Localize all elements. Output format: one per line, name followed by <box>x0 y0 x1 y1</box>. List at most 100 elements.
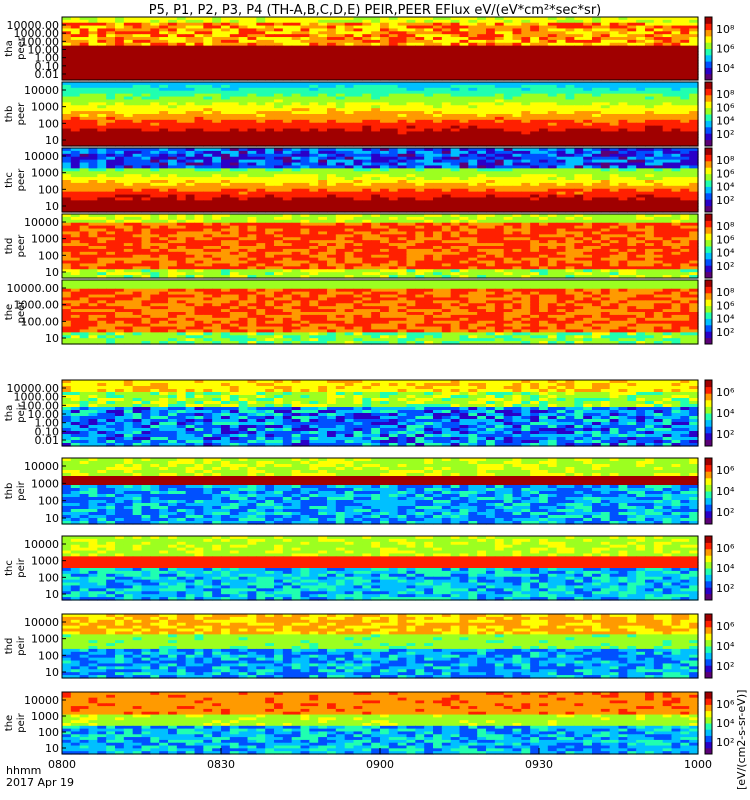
spectrogram-cell <box>371 31 381 35</box>
spectrogram-cell <box>653 84 664 89</box>
spectrogram-cell <box>486 54 496 58</box>
spectrogram-cell <box>388 34 399 38</box>
spectrogram-cell <box>115 34 125 38</box>
spectrogram-cell <box>459 48 469 52</box>
spectrogram-cell <box>238 74 249 78</box>
spectrogram-cell <box>653 39 664 44</box>
spectrogram-cell <box>450 102 461 106</box>
spectrogram-cell <box>450 37 461 41</box>
spectrogram-cell <box>424 37 434 41</box>
spectrogram-cell <box>150 19 160 24</box>
spectrogram-cell <box>662 82 673 86</box>
spectrogram-cell <box>309 99 319 103</box>
spectrogram-cell <box>477 59 487 64</box>
spectrogram-cell <box>194 28 204 32</box>
spectrogram-cell <box>565 65 575 70</box>
spectrogram-cell <box>318 17 328 21</box>
spectrogram-cell <box>229 37 240 41</box>
spectrogram-cell <box>115 54 125 58</box>
spectrogram-cell <box>309 45 319 50</box>
spectrogram-cell <box>477 28 487 32</box>
spectrogram-cell <box>256 84 266 89</box>
spectrogram-cell <box>539 93 549 98</box>
spectrogram-cell <box>680 77 690 81</box>
spectrogram-cell <box>62 96 72 101</box>
spectrogram-cell <box>653 82 664 86</box>
spectrogram-cell <box>380 62 390 67</box>
spectrogram-cell <box>362 90 372 95</box>
spectrogram-cell <box>168 74 178 78</box>
spectrogram-cell <box>388 45 399 50</box>
spectrogram-cell <box>229 87 240 92</box>
spectrogram-cell <box>530 51 540 55</box>
spectrogram-cell <box>70 99 81 103</box>
spectrogram-cell <box>335 42 346 47</box>
spectrogram-cell <box>309 39 319 44</box>
spectrogram-cell <box>680 82 690 86</box>
spectrogram-cell <box>459 102 469 106</box>
spectrogram-cell <box>247 59 257 64</box>
spectrogram-cell <box>521 93 531 98</box>
spectrogram-cell <box>521 28 531 32</box>
spectrogram-cell <box>592 39 602 44</box>
spectrogram-cell <box>194 25 204 30</box>
spectrogram-cell <box>433 17 443 21</box>
spectrogram-cell <box>556 48 567 52</box>
spectrogram-cell <box>62 59 72 64</box>
spectrogram-cell <box>380 74 390 78</box>
spectrogram-cell <box>203 59 213 64</box>
spectrogram-cell <box>185 48 196 52</box>
spectrogram-cell <box>159 51 169 55</box>
spectrogram-cell <box>344 22 355 27</box>
spectrogram-cell <box>521 19 531 24</box>
spectrogram-cell <box>636 42 646 47</box>
spectrogram-cell <box>521 51 531 55</box>
spectrogram-cell <box>176 93 187 98</box>
spectrogram-cell <box>618 34 628 38</box>
spectrogram-cell <box>592 90 602 95</box>
spectrogram-cell <box>62 62 72 67</box>
spectrogram-cell <box>459 17 469 21</box>
spectrogram-cell <box>494 31 505 35</box>
spectrogram-cell <box>574 45 584 50</box>
spectrogram-cell <box>88 34 98 38</box>
spectrogram-cell <box>238 93 249 98</box>
spectrogram-cell <box>300 57 310 61</box>
spectrogram-cell <box>265 31 275 35</box>
spectrogram-cell <box>88 90 98 95</box>
spectrogram-cell <box>221 17 231 21</box>
spectrogram-cell <box>592 48 602 52</box>
spectrogram-cell <box>530 62 540 67</box>
spectrogram-cell <box>291 31 302 35</box>
spectrogram-cell <box>662 99 673 103</box>
spectrogram-cell <box>539 28 549 32</box>
spectrogram-cell <box>176 71 187 75</box>
spectrogram-cell <box>344 54 355 58</box>
spectrogram-cell <box>521 62 531 67</box>
spectrogram-cell <box>335 77 346 81</box>
spectrogram-cell <box>194 39 204 44</box>
spectrogram-cell <box>433 22 443 27</box>
spectrogram-cell <box>150 17 160 21</box>
spectrogram-cell <box>406 22 416 27</box>
spectrogram-cell <box>97 62 107 67</box>
spectrogram-cell <box>70 93 81 98</box>
colorbar-tick-label: 10⁶ <box>716 167 735 180</box>
spectrogram-cell <box>424 74 434 78</box>
spectrogram-cell <box>291 102 302 106</box>
spectrogram-cell <box>221 99 231 103</box>
spectrogram-cell <box>512 96 522 101</box>
spectrogram-cell <box>194 93 204 98</box>
spectrogram-cell <box>450 68 461 73</box>
spectrogram-cell <box>88 22 98 27</box>
spectrogram-cell <box>159 71 169 75</box>
spectrogram-cell <box>115 68 125 73</box>
spectrogram-cell <box>539 96 549 101</box>
spectrogram-cell <box>574 37 584 41</box>
spectrogram-cell <box>300 25 310 30</box>
spectrogram-cell <box>344 96 355 101</box>
spectrogram-cell <box>397 22 408 27</box>
spectrogram-cell <box>433 42 443 47</box>
spectrogram-cell <box>265 17 275 21</box>
spectrogram-cell <box>176 62 187 67</box>
